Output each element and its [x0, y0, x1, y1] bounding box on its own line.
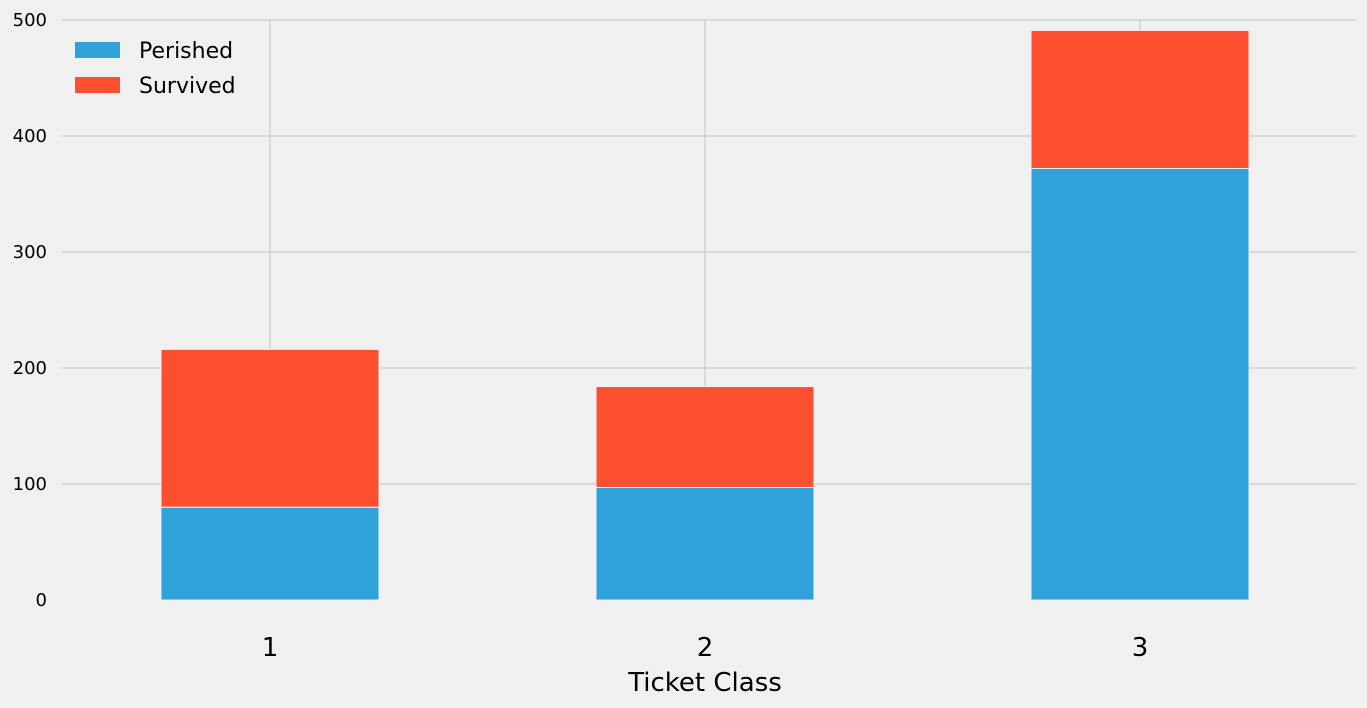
legend: Perished Survived	[75, 39, 236, 99]
x-tick-label: 1	[262, 633, 279, 663]
legend-label: Perished	[139, 39, 233, 64]
legend-label: Survived	[139, 74, 236, 99]
y-tick-label: 400	[13, 126, 47, 147]
bar-survived-class-3	[1030, 29, 1250, 169]
y-tick-label: 0	[36, 590, 47, 611]
bar-survived-class-2	[595, 386, 815, 488]
x-tick-label: 2	[697, 633, 714, 663]
y-tick-label: 200	[13, 358, 47, 379]
y-axis: 0 100 200 300 400 500	[13, 10, 47, 611]
y-tick-label: 300	[13, 242, 47, 263]
legend-swatch	[75, 77, 120, 93]
legend-swatch	[75, 42, 120, 58]
y-tick-label: 500	[13, 10, 47, 31]
bars	[160, 29, 1250, 601]
bar-perished-class-2	[595, 486, 815, 601]
bar-perished-class-3	[1030, 167, 1250, 601]
bar-perished-class-1	[160, 506, 380, 601]
x-tick-label: 3	[1132, 633, 1149, 663]
x-axis-label: Ticket Class	[627, 668, 782, 698]
bar-survived-class-1	[160, 348, 380, 508]
x-axis: 1 2 3	[262, 633, 1149, 663]
y-tick-label: 100	[13, 474, 47, 495]
